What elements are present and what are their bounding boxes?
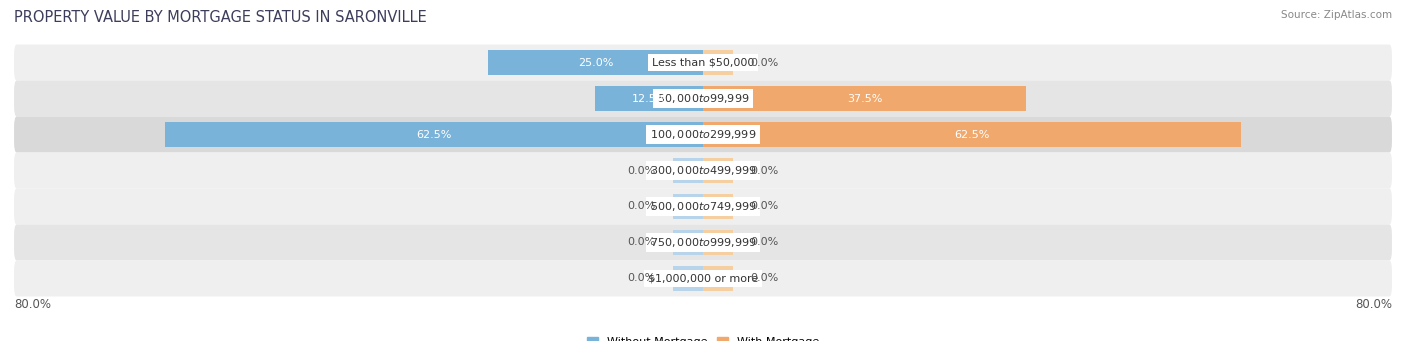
Text: 0.0%: 0.0% xyxy=(627,237,655,248)
Bar xyxy=(703,121,1241,147)
Text: 0.0%: 0.0% xyxy=(751,237,779,248)
Legend: Without Mortgage, With Mortgage: Without Mortgage, With Mortgage xyxy=(582,332,824,341)
Text: $100,000 to $299,999: $100,000 to $299,999 xyxy=(650,128,756,141)
Text: 0.0%: 0.0% xyxy=(627,202,655,211)
Text: 12.5%: 12.5% xyxy=(631,93,666,104)
Text: 0.0%: 0.0% xyxy=(627,165,655,176)
Bar xyxy=(703,158,733,183)
Text: PROPERTY VALUE BY MORTGAGE STATUS IN SARONVILLE: PROPERTY VALUE BY MORTGAGE STATUS IN SAR… xyxy=(14,10,427,25)
Bar xyxy=(703,266,733,292)
Bar xyxy=(673,266,703,292)
Bar xyxy=(595,86,703,112)
FancyBboxPatch shape xyxy=(14,224,1392,261)
Text: 37.5%: 37.5% xyxy=(846,93,882,104)
Bar xyxy=(703,86,1026,112)
Text: 80.0%: 80.0% xyxy=(14,298,51,311)
Text: 25.0%: 25.0% xyxy=(578,58,613,68)
Text: 62.5%: 62.5% xyxy=(416,130,451,139)
Bar xyxy=(673,158,703,183)
Text: Less than $50,000: Less than $50,000 xyxy=(652,58,754,68)
Text: $500,000 to $749,999: $500,000 to $749,999 xyxy=(650,200,756,213)
FancyBboxPatch shape xyxy=(14,117,1392,152)
Text: $300,000 to $499,999: $300,000 to $499,999 xyxy=(650,164,756,177)
FancyBboxPatch shape xyxy=(14,189,1392,224)
Text: 0.0%: 0.0% xyxy=(751,202,779,211)
Text: $1,000,000 or more: $1,000,000 or more xyxy=(648,273,758,283)
Bar xyxy=(703,49,733,75)
Text: 80.0%: 80.0% xyxy=(1355,298,1392,311)
Bar xyxy=(673,229,703,255)
Text: $50,000 to $99,999: $50,000 to $99,999 xyxy=(657,92,749,105)
Bar xyxy=(673,194,703,220)
Bar xyxy=(165,121,703,147)
Bar xyxy=(703,194,733,220)
Text: 62.5%: 62.5% xyxy=(955,130,990,139)
FancyBboxPatch shape xyxy=(14,80,1392,117)
Text: Source: ZipAtlas.com: Source: ZipAtlas.com xyxy=(1281,10,1392,20)
FancyBboxPatch shape xyxy=(14,261,1392,296)
Text: $750,000 to $999,999: $750,000 to $999,999 xyxy=(650,236,756,249)
FancyBboxPatch shape xyxy=(14,152,1392,189)
Bar xyxy=(703,229,733,255)
FancyBboxPatch shape xyxy=(14,45,1392,80)
Text: 0.0%: 0.0% xyxy=(627,273,655,283)
Text: 0.0%: 0.0% xyxy=(751,165,779,176)
Text: 0.0%: 0.0% xyxy=(751,273,779,283)
Bar xyxy=(488,49,703,75)
Text: 0.0%: 0.0% xyxy=(751,58,779,68)
